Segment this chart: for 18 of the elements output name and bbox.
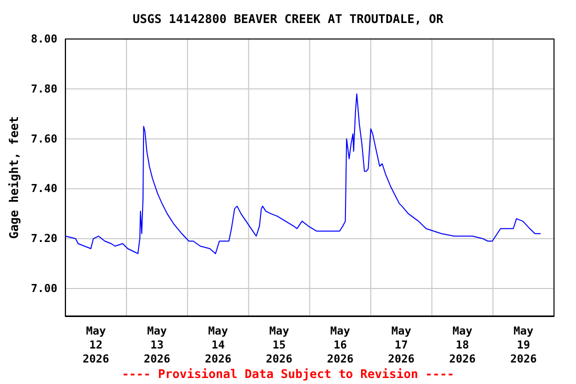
x-tick-label: May 19 2026 [510, 324, 538, 366]
y-tick-label: 7.60 [30, 132, 58, 146]
y-tick-label: 7.00 [30, 282, 58, 296]
x-tick-label: May 16 2026 [326, 324, 354, 366]
x-tick-label: May 12 2026 [82, 324, 110, 366]
x-tick-label: May 13 2026 [144, 324, 171, 366]
x-tick-label: May 18 2026 [449, 324, 476, 366]
text: ---- Provisional Data Subject to Revision ---- [122, 367, 454, 381]
y-tick-label: 7.80 [30, 82, 58, 96]
x-tick-label: May 17 2026 [388, 324, 415, 366]
line-series [64, 93, 542, 254]
y-tick-label: 8.00 [30, 32, 58, 46]
x-tick-label: May 15 2026 [266, 324, 293, 366]
y-tick-label: 7.40 [30, 182, 58, 196]
x-tick-label: May 14 2026 [204, 324, 232, 366]
y-tick-label: 7.20 [30, 232, 58, 246]
chart-title: USGS 14142800 BEAVER CREEK AT TROUTDALE, OR [132, 12, 444, 26]
y-axis-title: Gage height, feet [7, 116, 21, 239]
